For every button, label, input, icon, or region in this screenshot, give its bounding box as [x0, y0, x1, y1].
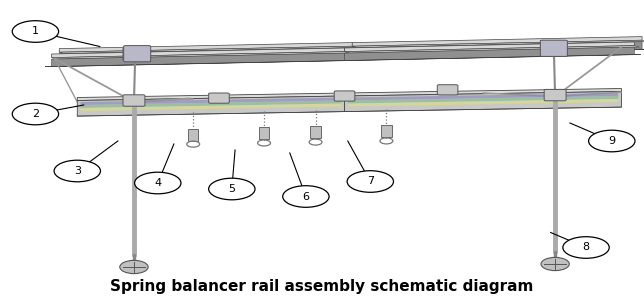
- Text: 7: 7: [366, 176, 374, 187]
- Polygon shape: [345, 46, 639, 53]
- FancyBboxPatch shape: [123, 95, 145, 106]
- FancyBboxPatch shape: [334, 91, 355, 101]
- Circle shape: [541, 257, 569, 271]
- Polygon shape: [80, 98, 341, 105]
- Text: 6: 6: [303, 191, 309, 202]
- Text: Spring balancer rail assembly schematic diagram: Spring balancer rail assembly schematic …: [110, 279, 534, 294]
- Text: 9: 9: [608, 136, 616, 146]
- Polygon shape: [77, 96, 345, 116]
- Text: 8: 8: [582, 242, 590, 253]
- FancyBboxPatch shape: [540, 40, 567, 56]
- Polygon shape: [345, 92, 621, 112]
- Polygon shape: [381, 125, 392, 137]
- Polygon shape: [52, 52, 350, 59]
- FancyBboxPatch shape: [437, 85, 458, 95]
- Circle shape: [347, 171, 393, 192]
- Polygon shape: [345, 88, 621, 96]
- Circle shape: [589, 130, 635, 152]
- Polygon shape: [352, 40, 644, 48]
- Polygon shape: [59, 46, 357, 54]
- Polygon shape: [80, 100, 341, 108]
- Text: 4: 4: [154, 178, 162, 188]
- Text: 1: 1: [32, 26, 39, 37]
- Polygon shape: [80, 103, 341, 111]
- FancyBboxPatch shape: [209, 93, 229, 103]
- FancyBboxPatch shape: [124, 46, 151, 62]
- FancyBboxPatch shape: [123, 48, 145, 60]
- Circle shape: [209, 178, 255, 200]
- Circle shape: [120, 260, 148, 274]
- Polygon shape: [59, 43, 352, 52]
- Circle shape: [12, 103, 59, 125]
- Text: 5: 5: [229, 184, 235, 194]
- Text: 3: 3: [74, 166, 80, 176]
- Polygon shape: [77, 93, 345, 100]
- Polygon shape: [59, 48, 352, 61]
- Polygon shape: [52, 53, 345, 67]
- Circle shape: [563, 237, 609, 258]
- Polygon shape: [345, 42, 634, 52]
- Text: 2: 2: [32, 109, 39, 119]
- Polygon shape: [348, 93, 618, 100]
- Polygon shape: [310, 127, 321, 139]
- Circle shape: [12, 21, 59, 42]
- Circle shape: [135, 172, 181, 194]
- Polygon shape: [259, 128, 269, 140]
- Polygon shape: [348, 96, 618, 103]
- Circle shape: [283, 186, 329, 207]
- Polygon shape: [348, 99, 618, 106]
- Polygon shape: [346, 49, 644, 55]
- FancyBboxPatch shape: [544, 89, 566, 101]
- Polygon shape: [53, 55, 359, 61]
- Polygon shape: [338, 55, 641, 61]
- FancyBboxPatch shape: [544, 42, 566, 54]
- Polygon shape: [52, 48, 345, 58]
- Polygon shape: [352, 37, 642, 46]
- Circle shape: [54, 160, 100, 182]
- Polygon shape: [188, 128, 198, 140]
- Polygon shape: [345, 47, 634, 61]
- Polygon shape: [352, 42, 642, 55]
- Polygon shape: [45, 61, 351, 67]
